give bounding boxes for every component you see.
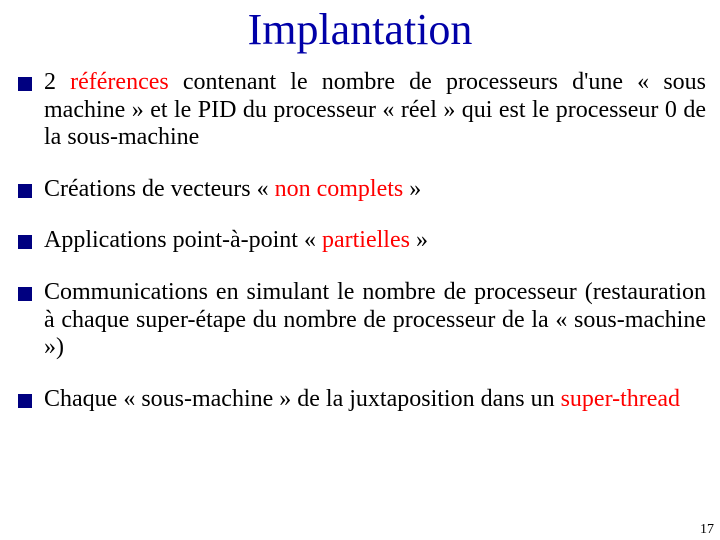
square-bullet-icon	[18, 394, 32, 408]
bullet-item: Communications en simulant le nombre de …	[18, 279, 706, 362]
square-bullet-icon	[18, 235, 32, 249]
slide-title: Implantation	[0, 4, 720, 55]
bullet-text: Applications point-à-point « partielles …	[44, 227, 706, 255]
square-bullet-icon	[18, 77, 32, 91]
plain-text: Applications point-à-point «	[44, 227, 322, 253]
plain-text: Communications en simulant le nombre de …	[44, 279, 706, 360]
plain-text: »	[403, 176, 421, 202]
bullet-text: Communications en simulant le nombre de …	[44, 279, 706, 362]
highlight-text: références	[70, 69, 169, 95]
plain-text: 2	[44, 69, 70, 95]
bullet-item: Créations de vecteurs « non complets »	[18, 176, 706, 204]
plain-text: Créations de vecteurs «	[44, 176, 275, 202]
bullet-text: Créations de vecteurs « non complets »	[44, 176, 706, 204]
highlight-text: super-thread	[561, 386, 680, 412]
page-number: 17	[700, 522, 714, 538]
bullet-item: 2 références contenant le nombre de proc…	[18, 69, 706, 152]
highlight-text: partielles	[322, 227, 410, 253]
bullet-item: Chaque « sous-machine » de la juxtaposit…	[18, 386, 706, 414]
square-bullet-icon	[18, 287, 32, 301]
slide: Implantation 2 références contenant le n…	[0, 4, 720, 540]
bullet-item: Applications point-à-point « partielles …	[18, 227, 706, 255]
highlight-text: non complets	[275, 176, 404, 202]
plain-text: Chaque « sous-machine » de la juxtaposit…	[44, 386, 561, 412]
square-bullet-icon	[18, 184, 32, 198]
slide-content: 2 références contenant le nombre de proc…	[0, 69, 720, 413]
bullet-text: Chaque « sous-machine » de la juxtaposit…	[44, 386, 706, 414]
plain-text: »	[410, 227, 428, 253]
bullet-text: 2 références contenant le nombre de proc…	[44, 69, 706, 152]
